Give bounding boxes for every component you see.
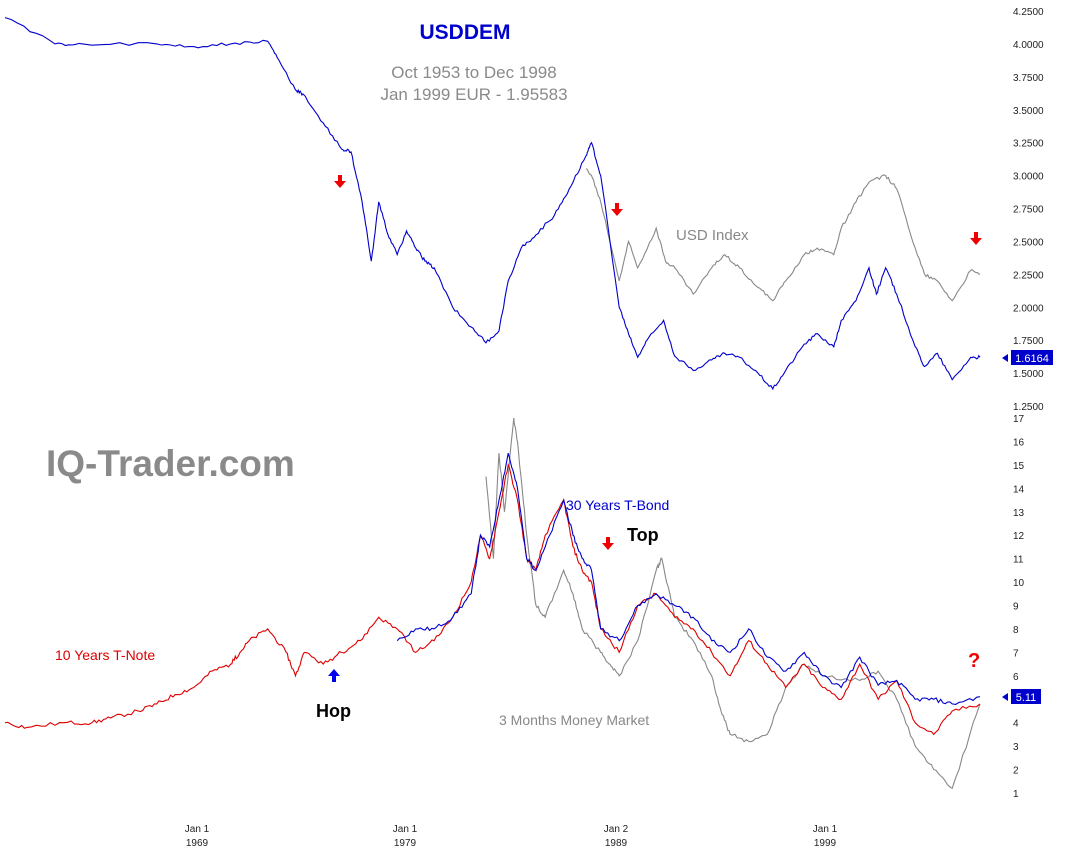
bottom-y-tick-label: 3 <box>1013 742 1019 753</box>
top-y-tick-label: 3.5000 <box>1013 106 1044 117</box>
t-note-label: 10 Years T-Note <box>55 647 155 663</box>
x-tick-label-line1: Jan 1 <box>813 824 838 835</box>
top-y-tick-label: 3.7500 <box>1013 73 1044 84</box>
bottom-y-tick-label: 8 <box>1013 625 1019 636</box>
x-tick-label-line2: 1999 <box>814 838 837 849</box>
x-tick-label-line2: 1989 <box>605 838 628 849</box>
usddem-last-value-text: 1.6164 <box>1015 353 1049 365</box>
bottom-y-tick-label: 17 <box>1013 414 1025 425</box>
x-tick-label-line1: Jan 1 <box>393 824 418 835</box>
bottom-y-tick-label: 9 <box>1013 602 1019 613</box>
watermark: IQ-Trader.com <box>46 443 295 484</box>
top-panel-series <box>4 17 981 391</box>
tbond-last-value-text: 5.11 <box>1016 692 1037 704</box>
down-arrow-2006 <box>970 232 982 245</box>
usd-index-label: USD Index <box>676 227 749 244</box>
chart-subtitle-2: Jan 1999 EUR - 1.95583 <box>380 85 567 104</box>
down-arrow-top <box>602 537 614 550</box>
bottom-y-tick-label: 6 <box>1013 672 1019 683</box>
hop-label: Hop <box>316 701 351 721</box>
chart-title: USDDEM <box>419 21 510 44</box>
bottom-y-tick-label: 1 <box>1013 789 1019 800</box>
question-mark: ? <box>968 650 980 672</box>
tbond-last-value-pointer <box>1002 693 1008 701</box>
top-y-tick-label: 2.5000 <box>1013 237 1044 248</box>
chart-subtitle-1: Oct 1953 to Dec 1998 <box>391 63 556 82</box>
down-arrow-1987 <box>611 203 623 216</box>
x-tick-label-line1: Jan 2 <box>604 824 629 835</box>
bottom-y-axis: 1716151413121110987654321 <box>1013 414 1025 800</box>
bottom-y-tick-label: 14 <box>1013 484 1025 495</box>
top-y-tick-label: 1.7500 <box>1013 336 1044 347</box>
top-y-axis: 4.2500 4.0000 3.7500 3.5000 3.2500 3.0000 2.75… <box>1013 7 1044 413</box>
x-tick-label-line2: 1969 <box>186 838 209 849</box>
top-y-tick-label: 4.0000 <box>1013 40 1044 51</box>
series-line-10-years-t-note <box>4 462 981 736</box>
bottom-y-tick-label: 7 <box>1013 648 1019 659</box>
tbond-last-value-badge <box>1011 689 1041 704</box>
bottom-y-tick-label: 2 <box>1013 766 1019 777</box>
bottom-y-tick-label: 12 <box>1013 531 1025 542</box>
top-y-tick-label: 3.0000 <box>1013 172 1044 183</box>
series-line-30-years-t-bond <box>396 453 981 705</box>
top-y-tick-label: 2.2500 <box>1013 270 1044 281</box>
top-y-tick-label: 4.2500 <box>1013 7 1044 18</box>
top-y-tick-label: 3.2500 <box>1013 139 1044 150</box>
x-axis: Jan 1 1969 Jan 1 1979 Jan 2 1989 Jan 1 1999 <box>185 824 838 849</box>
bottom-panel-series <box>4 417 981 790</box>
series-line-usd-index <box>585 168 981 302</box>
bottom-y-tick-label: 13 <box>1013 508 1025 519</box>
top-y-tick-label: 2.0000 <box>1013 303 1044 314</box>
bottom-y-tick-label: 11 <box>1013 555 1024 566</box>
top-label: Top <box>627 525 659 545</box>
bottom-y-tick-label: 16 <box>1013 437 1025 448</box>
bottom-y-tick-label: 15 <box>1013 461 1025 472</box>
up-arrow-hop <box>328 669 340 682</box>
top-y-tick-label: 1.5000 <box>1013 369 1044 380</box>
usddem-last-value-pointer <box>1002 354 1008 362</box>
t-bond-label: 30 Years T-Bond <box>566 497 669 513</box>
top-y-tick-label: 2.7500 <box>1013 205 1044 216</box>
money-market-label: 3 Months Money Market <box>499 712 649 728</box>
usddem-last-value-badge <box>1011 350 1053 365</box>
x-tick-label-line1: Jan 1 <box>185 824 210 835</box>
series-line-3-months-money-market <box>485 417 981 790</box>
down-arrow-1953 <box>334 175 346 188</box>
bottom-y-tick-label: 10 <box>1013 578 1025 589</box>
bottom-y-tick-label: 4 <box>1013 719 1019 730</box>
series-line-usddem <box>4 17 981 391</box>
x-tick-label-line2: 1979 <box>394 838 417 849</box>
top-y-tick-label: 1.2500 <box>1013 402 1044 413</box>
